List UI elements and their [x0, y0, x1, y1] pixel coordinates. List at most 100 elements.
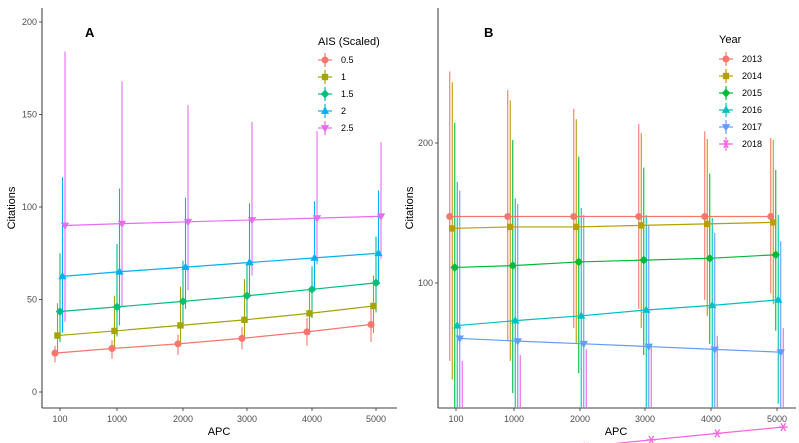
panel-b-point-2014	[507, 223, 514, 231]
panel-a-line-0.5	[54, 323, 372, 354]
panel-b-legend-key-2015	[721, 88, 731, 98]
panel-a-point-1	[111, 327, 118, 335]
panel-a-point-0.5	[238, 334, 246, 342]
panel-b-line-2015	[454, 254, 776, 269]
panel-a-x-tick-label: 3000	[237, 414, 257, 424]
panel-a-point-1.5	[112, 302, 122, 312]
panel-b-point-2018	[712, 429, 722, 438]
panel-b-legend-key-2018	[721, 139, 731, 149]
panel-b-x-tick-label: 100	[448, 414, 463, 424]
panel-b-legend-key-2014	[722, 72, 730, 80]
panel-a-x-axis-title: APC	[208, 426, 231, 438]
panel-a-point-1	[177, 322, 184, 329]
panel-b-line-2017	[459, 337, 781, 353]
panel-a-point-0.5	[108, 345, 116, 353]
panel-b-legend-key-2016	[721, 105, 731, 113]
panel-a-point-0.5	[174, 340, 182, 348]
panel-b-point-2015	[639, 255, 649, 265]
panel-b-x-tick-label: 1000	[504, 414, 524, 424]
panel-b-x-tick-label: 2000	[570, 414, 590, 424]
panel-a-legend-key-1.5	[320, 89, 330, 99]
panel-b-point-2015	[771, 250, 781, 260]
panel-a-legend-label-0.5: 0.5	[341, 55, 354, 65]
panel-a-legend-label-2: 2	[341, 106, 346, 116]
panel-a-y-tick-label: 200	[22, 17, 37, 27]
panel-a-point-1.5	[178, 297, 188, 306]
panel-a-point-0.5	[51, 349, 59, 357]
panel-b-point-2018	[646, 435, 656, 443]
panel-b-x-tick-label: 5000	[767, 414, 787, 424]
panel-b-point-2013	[701, 212, 709, 221]
panel-a-point-2.5	[247, 217, 257, 225]
panel-b: B APC Citations 100 200 100 1000 2000 3000 400…	[404, 8, 796, 443]
panel-b-y-axis-title: Citations	[404, 186, 416, 229]
panel-a-point-2	[374, 248, 383, 257]
panel-b-point-2015	[508, 261, 518, 270]
panel-a-point-2	[115, 267, 124, 275]
panel-b-point-2014	[449, 225, 456, 232]
panel-b-point-2015	[450, 263, 460, 272]
panel-a-point-2.5	[376, 213, 386, 221]
panel-b-line-2018	[614, 426, 784, 443]
panel-b-point-2016	[642, 305, 651, 313]
panel-b-x-tick-label: 3000	[635, 414, 655, 424]
panel-b-point-2016	[577, 311, 586, 319]
panel-b-point-2013	[504, 212, 512, 221]
panel-a-point-1.5	[371, 278, 381, 288]
panel-a-line-2	[62, 252, 379, 277]
panel-b-label: B	[484, 25, 493, 40]
panel-b-point-2014	[704, 220, 711, 228]
panel-b-point-2018-stroke	[714, 429, 721, 438]
panel-b-point-2014	[638, 222, 645, 229]
panel-a-legend-title: AIS (Scaled)	[318, 36, 380, 48]
panel-b-point-2017	[776, 349, 785, 357]
panel-a-legend-key-2.5	[320, 125, 330, 133]
panel-a-point-2	[310, 253, 319, 261]
panel-b-line-2014	[452, 221, 774, 230]
panel-a-point-2	[181, 262, 190, 271]
panel-b-legend-label-2017: 2017	[742, 122, 762, 132]
panel-b-x-axis-title: APC	[605, 426, 628, 438]
panel-b-point-2016	[708, 300, 717, 309]
panel-b-point-2017	[644, 343, 653, 352]
panel-a-y-tick-label: 150	[22, 110, 37, 120]
panel-b-point-2016	[511, 316, 520, 324]
panel-a-point-1	[54, 332, 61, 339]
panel-b-legend-label-2014: 2014	[742, 71, 762, 81]
panel-b-point-2016	[774, 295, 783, 303]
panel-b-point-2013	[635, 212, 643, 221]
panel-a-legend-label-1: 1	[341, 72, 346, 82]
panel-a-x-tick-label: 1000	[107, 414, 127, 424]
panel-b-point-2017	[455, 335, 464, 343]
panel-b-legend-key-2018-stroke	[723, 139, 729, 149]
panel-a-point-2.5	[60, 222, 70, 230]
panel-b-point-2014	[573, 223, 580, 231]
panel-a-x-tick-label: 100	[52, 414, 67, 424]
panel-b-x-tick-label: 4000	[701, 414, 721, 424]
panel-b-point-2014	[770, 219, 777, 226]
panel-a-y-tick-label: 100	[22, 202, 37, 212]
panel-a-x-tick-label: 5000	[366, 414, 386, 424]
panel-a-point-2	[58, 271, 67, 280]
panel-b-point-2018-stroke	[780, 422, 787, 432]
panel-a-legend-label-1.5: 1.5	[341, 89, 354, 99]
panel-b-y-tick-label: 200	[418, 138, 433, 148]
panel-b-y-tick-label: 100	[418, 278, 433, 288]
panel-a-point-2.5	[312, 215, 322, 223]
panel-a-y-tick-label: 50	[27, 295, 37, 305]
panel-b-point-2015	[705, 253, 715, 263]
panel-a: A APC Citations 0 50 100 150 200 100 1000 2000 3…	[6, 8, 397, 438]
panel-b-legend-title: Year	[719, 34, 742, 46]
panel-b-point-2013	[446, 212, 454, 221]
panel-a-point-0.5	[303, 328, 311, 336]
panel-b-point-2018	[778, 422, 788, 432]
panel-b-point-2017	[579, 340, 588, 349]
panel-a-point-1.5	[55, 307, 65, 316]
panel-a-line-1.5	[59, 282, 377, 313]
panel-a-legend-key-0.5	[321, 56, 329, 64]
panel-a-x-tick-label: 2000	[173, 414, 193, 424]
panel-a-point-1	[306, 310, 313, 317]
panel-a-line-2.5	[64, 215, 382, 227]
